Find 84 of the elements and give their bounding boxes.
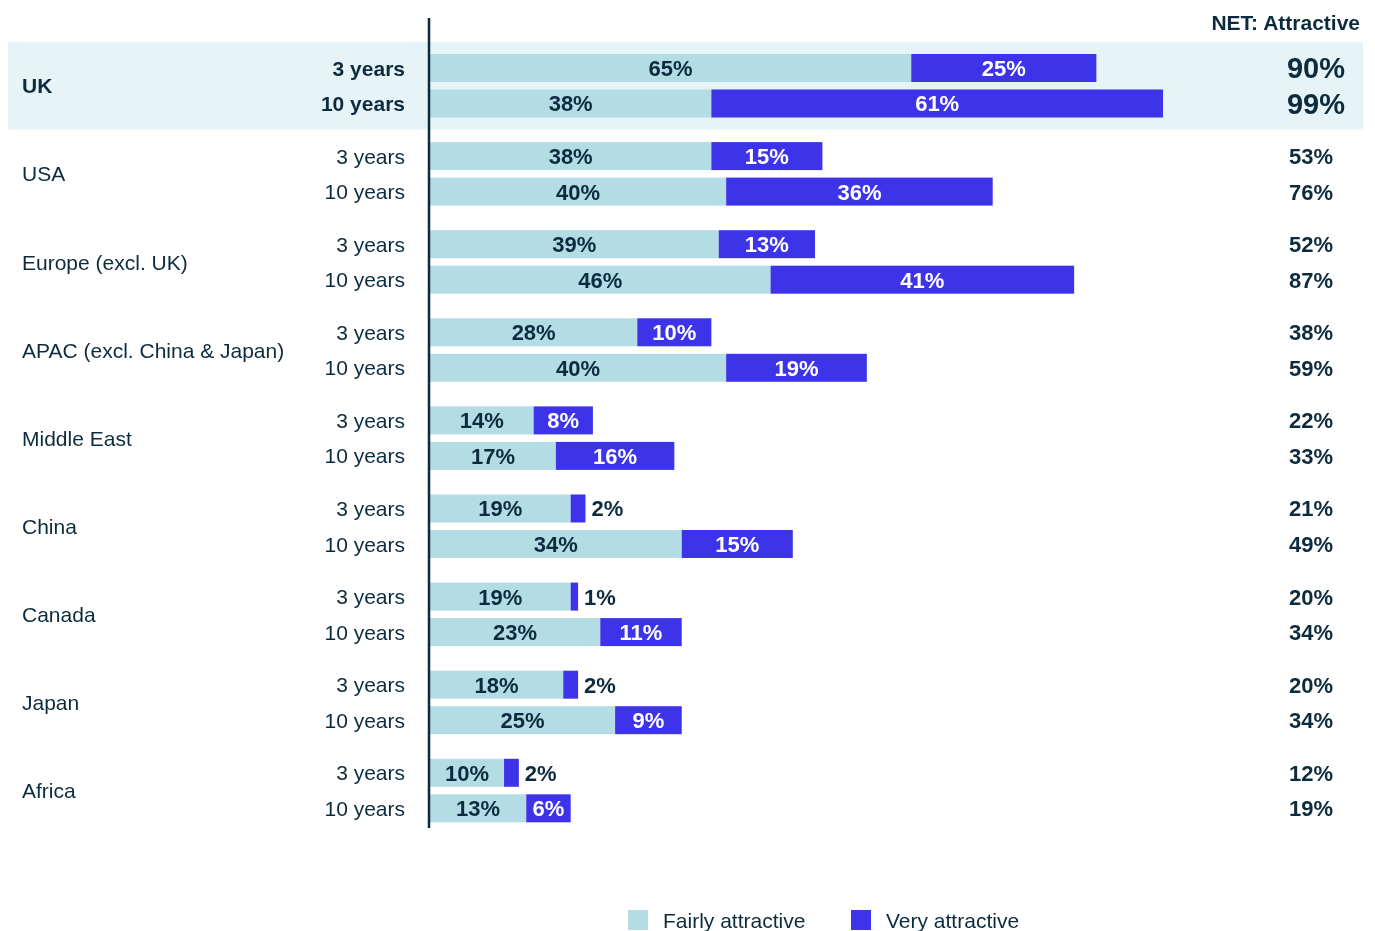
text: 22% [1288,408,1333,434]
data-label: 16% [593,443,638,469]
y-tick-label: 3 years [336,761,405,785]
text: 99% [1286,87,1346,120]
data-label: 1% [584,584,616,610]
y-tick-label: 10 years [324,444,405,468]
y-tick-label: 3 years [336,585,405,609]
y-tick-label: 10 years [324,796,405,820]
data-label: 14% [459,408,504,434]
y-tick-label: 3 years [336,232,405,256]
data-label: 13% [744,232,789,258]
text: Canada [22,602,96,626]
data-label: 15% [715,531,760,557]
data-label: 38% [548,91,593,117]
y-tick-label: 3 years [336,320,405,344]
data-label: 2% [584,672,616,698]
text: UK [22,74,53,98]
text: 19% [1288,796,1333,822]
y-tick-label: 3 years [336,144,405,168]
text: 34% [1288,620,1333,646]
data-label: 39% [552,232,597,258]
data-label: 25% [500,708,545,734]
data-label: 19% [478,584,523,610]
data-label: 15% [744,144,789,170]
text: Africa [22,779,76,803]
data-label: 2% [524,760,557,786]
data-label: 28% [511,320,556,346]
y-tick-label: 10 years [324,708,405,732]
data-label: 36% [837,179,882,205]
data-label: 6% [532,796,565,822]
data-label: 38% [548,144,593,170]
text: APAC (excl. China & Japan) [22,338,285,362]
y-tick-label: 3 years [336,408,405,432]
y-tick-label: 10 years [320,92,405,116]
text: 52% [1288,232,1333,258]
text: 87% [1288,267,1333,293]
data-label: 46% [578,267,623,293]
y-tick-label: 10 years [324,620,405,644]
text: China [22,514,78,538]
text: 34% [1288,708,1333,734]
text: 59% [1288,355,1333,381]
data-label: 61% [915,91,960,117]
text: 49% [1288,531,1333,557]
text: Middle East [22,426,132,450]
data-label: 65% [648,55,693,81]
text: USA [22,162,66,186]
data-label: 9% [632,708,665,734]
text: 90% [1286,52,1346,85]
y-tick-label: 3 years [336,673,405,697]
data-label: 10% [652,320,697,346]
y-tick-label: 3 years [336,497,405,521]
text: 76% [1288,179,1333,205]
data-label: 23% [493,620,538,646]
y-tick-label: 10 years [324,532,405,556]
text: 53% [1288,144,1333,170]
data-label: 40% [556,179,601,205]
data-label: 17% [470,443,515,469]
data-label: 19% [774,355,819,381]
text: Japan [22,691,80,715]
y-tick-label: 10 years [324,268,405,292]
y-tick-label: 3 years [332,56,405,80]
data-label: 2% [591,496,624,522]
text: 20% [1288,672,1333,698]
text: 21% [1288,496,1333,522]
data-label: 8% [547,408,580,434]
text: Europe (excl. UK) [22,250,188,274]
data-label: 11% [619,620,663,646]
data-label: 34% [533,531,578,557]
data-label: 25% [981,55,1026,81]
legend-label: Fairly attractive [663,908,806,931]
data-label: 18% [474,672,519,698]
text: 20% [1288,584,1333,610]
y-tick-label: 10 years [324,180,405,204]
data-label: 41% [900,267,945,293]
data-label: 19% [478,496,523,522]
text: 38% [1288,320,1333,346]
data-label: 13% [456,796,501,822]
data-label: 10% [445,760,490,786]
text: NET: Attractive [1211,10,1360,34]
text: 12% [1288,760,1333,786]
data-label: 40% [556,355,601,381]
text: 33% [1288,443,1333,469]
legend-label: Very attractive [886,908,1020,931]
y-tick-label: 10 years [324,356,405,380]
